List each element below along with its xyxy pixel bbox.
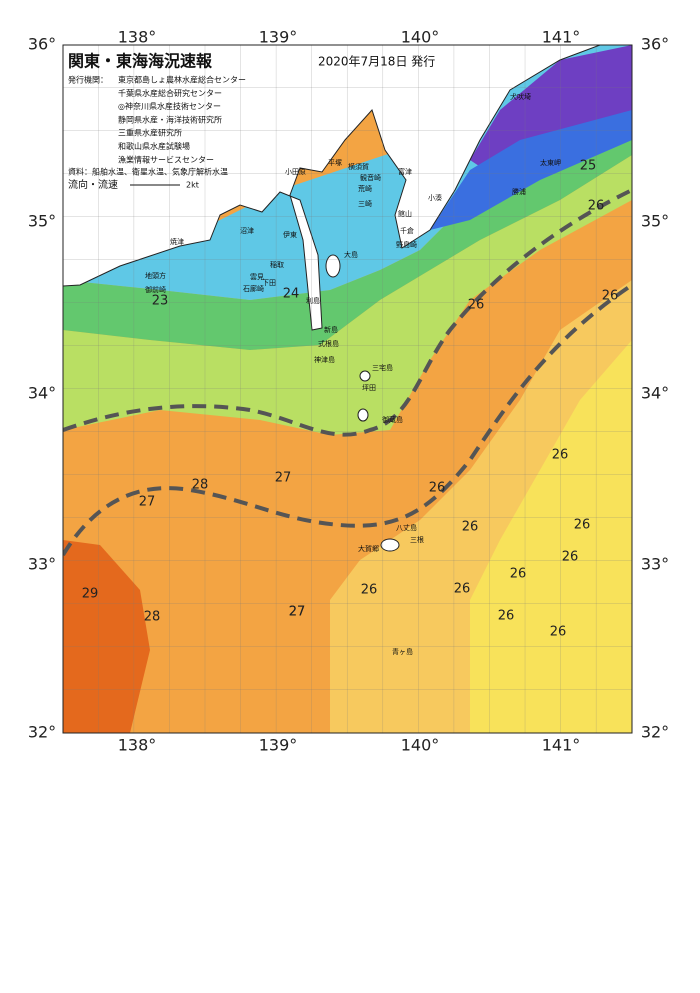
isotherm-label: 28 [192, 478, 209, 493]
isotherm-label: 26 [454, 582, 471, 597]
sea-surface [63, 45, 632, 733]
isotherm-label: 29 [82, 587, 99, 602]
place-name: 富津 [398, 167, 412, 176]
place-name: 勝浦 [512, 187, 526, 196]
latitude-label: 34° [641, 384, 669, 403]
place-name: 大島 [344, 250, 358, 259]
issuer: 東京都島しょ農林水産総合センター [118, 75, 246, 85]
isotherm-label: 24 [283, 287, 300, 302]
isotherm-label: 26 [429, 481, 446, 496]
longitude-label: 140° [401, 28, 440, 47]
issuer: 漁業情報サービスセンター [118, 154, 214, 164]
place-name: 焼津 [170, 237, 184, 246]
place-name: 三宅島 [372, 363, 393, 372]
isotherm-label: 27 [139, 495, 156, 510]
place-name: 千倉 [400, 226, 414, 235]
longitude-label: 140° [401, 736, 440, 755]
place-name: 稲取 [270, 260, 284, 269]
place-name: 館山 [398, 209, 412, 218]
isotherm-label: 26 [498, 609, 515, 624]
place-name: 沼津 [240, 226, 254, 235]
place-name: 荒崎 [358, 184, 372, 193]
place-name: 地頭方 [145, 271, 166, 280]
place-name: 太東岬 [540, 158, 561, 167]
latitude-label: 35° [641, 212, 669, 231]
place-name: 青ヶ島 [392, 647, 413, 656]
place-name: 三崎 [358, 199, 372, 208]
isotherm-label: 26 [361, 583, 378, 598]
place-name: 小田原 [285, 167, 306, 176]
map-frame [62, 44, 633, 734]
date: 2020年7月18日 発行 [318, 55, 435, 69]
isotherm-label: 28 [144, 610, 161, 625]
issuer: ◎神奈川県水産技術センター [118, 101, 221, 111]
latitude-label: 33° [28, 555, 56, 574]
isotherm-label: 26 [510, 567, 527, 582]
place-name: 利島 [306, 296, 320, 305]
issuer: 静岡県水産・海洋技術研究所 [118, 114, 222, 124]
longitude-label: 138° [118, 736, 157, 755]
place-name: 横須賀 [348, 162, 369, 171]
place-name: 観音崎 [360, 173, 381, 182]
place-name: 八丈島 [396, 523, 417, 532]
place-name: 神津島 [314, 355, 335, 364]
current-label: 流向・流速 [68, 178, 118, 191]
place-name: 石廊崎 [243, 284, 264, 293]
isotherm-label: 26 [588, 199, 605, 214]
latitude-label: 34° [28, 384, 56, 403]
place-name: 新島 [324, 325, 338, 334]
place-name: 式根島 [318, 339, 339, 348]
longitude-label: 138° [118, 28, 157, 47]
latitude-label: 35° [28, 212, 56, 231]
issuer-label: 発行機関： [68, 75, 108, 85]
latitude-label: 33° [641, 555, 669, 574]
longitude-label: 139° [259, 28, 298, 47]
isotherm-label: 26 [550, 625, 567, 640]
place-name: 坪田 [362, 384, 376, 392]
place-name: 小湊 [428, 193, 442, 202]
place-name: 雲見 [250, 273, 264, 281]
isotherm-label: 26 [462, 520, 479, 535]
longitude-label: 141° [542, 736, 581, 755]
isotherm-label: 26 [552, 448, 569, 463]
isotherm-label: 27 [289, 605, 306, 620]
place-name: 御蔵島 [382, 415, 403, 424]
place-name: 三根 [410, 535, 424, 544]
isotherm-label: 27 [275, 471, 292, 486]
issuer: 千葉県水産総合研究センター [118, 88, 222, 98]
place-name: 犬吠埼 [510, 92, 531, 101]
isotherm-label: 26 [562, 550, 579, 565]
latitude-label: 32° [28, 723, 56, 742]
current-scale: 2kt [186, 181, 199, 190]
place-name: 野島崎 [396, 240, 417, 249]
place-name: 大賀郷 [358, 544, 379, 553]
latitude-label: 36° [28, 35, 56, 54]
source: 資料：船舶水温、衛星水温、気象庁解析水温 [68, 167, 228, 177]
isotherm-label: 26 [468, 298, 485, 313]
place-name: 下田 [262, 279, 276, 287]
place-name: 伊東 [283, 230, 297, 239]
longitude-label: 141° [542, 28, 581, 47]
isotherm-label: 26 [602, 289, 619, 304]
place-name: 平塚 [328, 158, 342, 167]
issuer: 三重県水産研究所 [118, 128, 182, 138]
title: 関東・東海海況速報 [68, 52, 213, 71]
latitude-label: 32° [641, 723, 669, 742]
longitude-label: 139° [259, 736, 298, 755]
isotherm-label: 23 [152, 294, 169, 309]
place-name: 御前崎 [145, 285, 166, 294]
issuer: 和歌山県水産試験場 [118, 141, 190, 151]
isotherm-label: 27 [289, 605, 306, 620]
isotherm-label: 26 [574, 518, 591, 533]
latitude-label: 36° [641, 35, 669, 54]
isotherm-label: 25 [580, 159, 597, 174]
